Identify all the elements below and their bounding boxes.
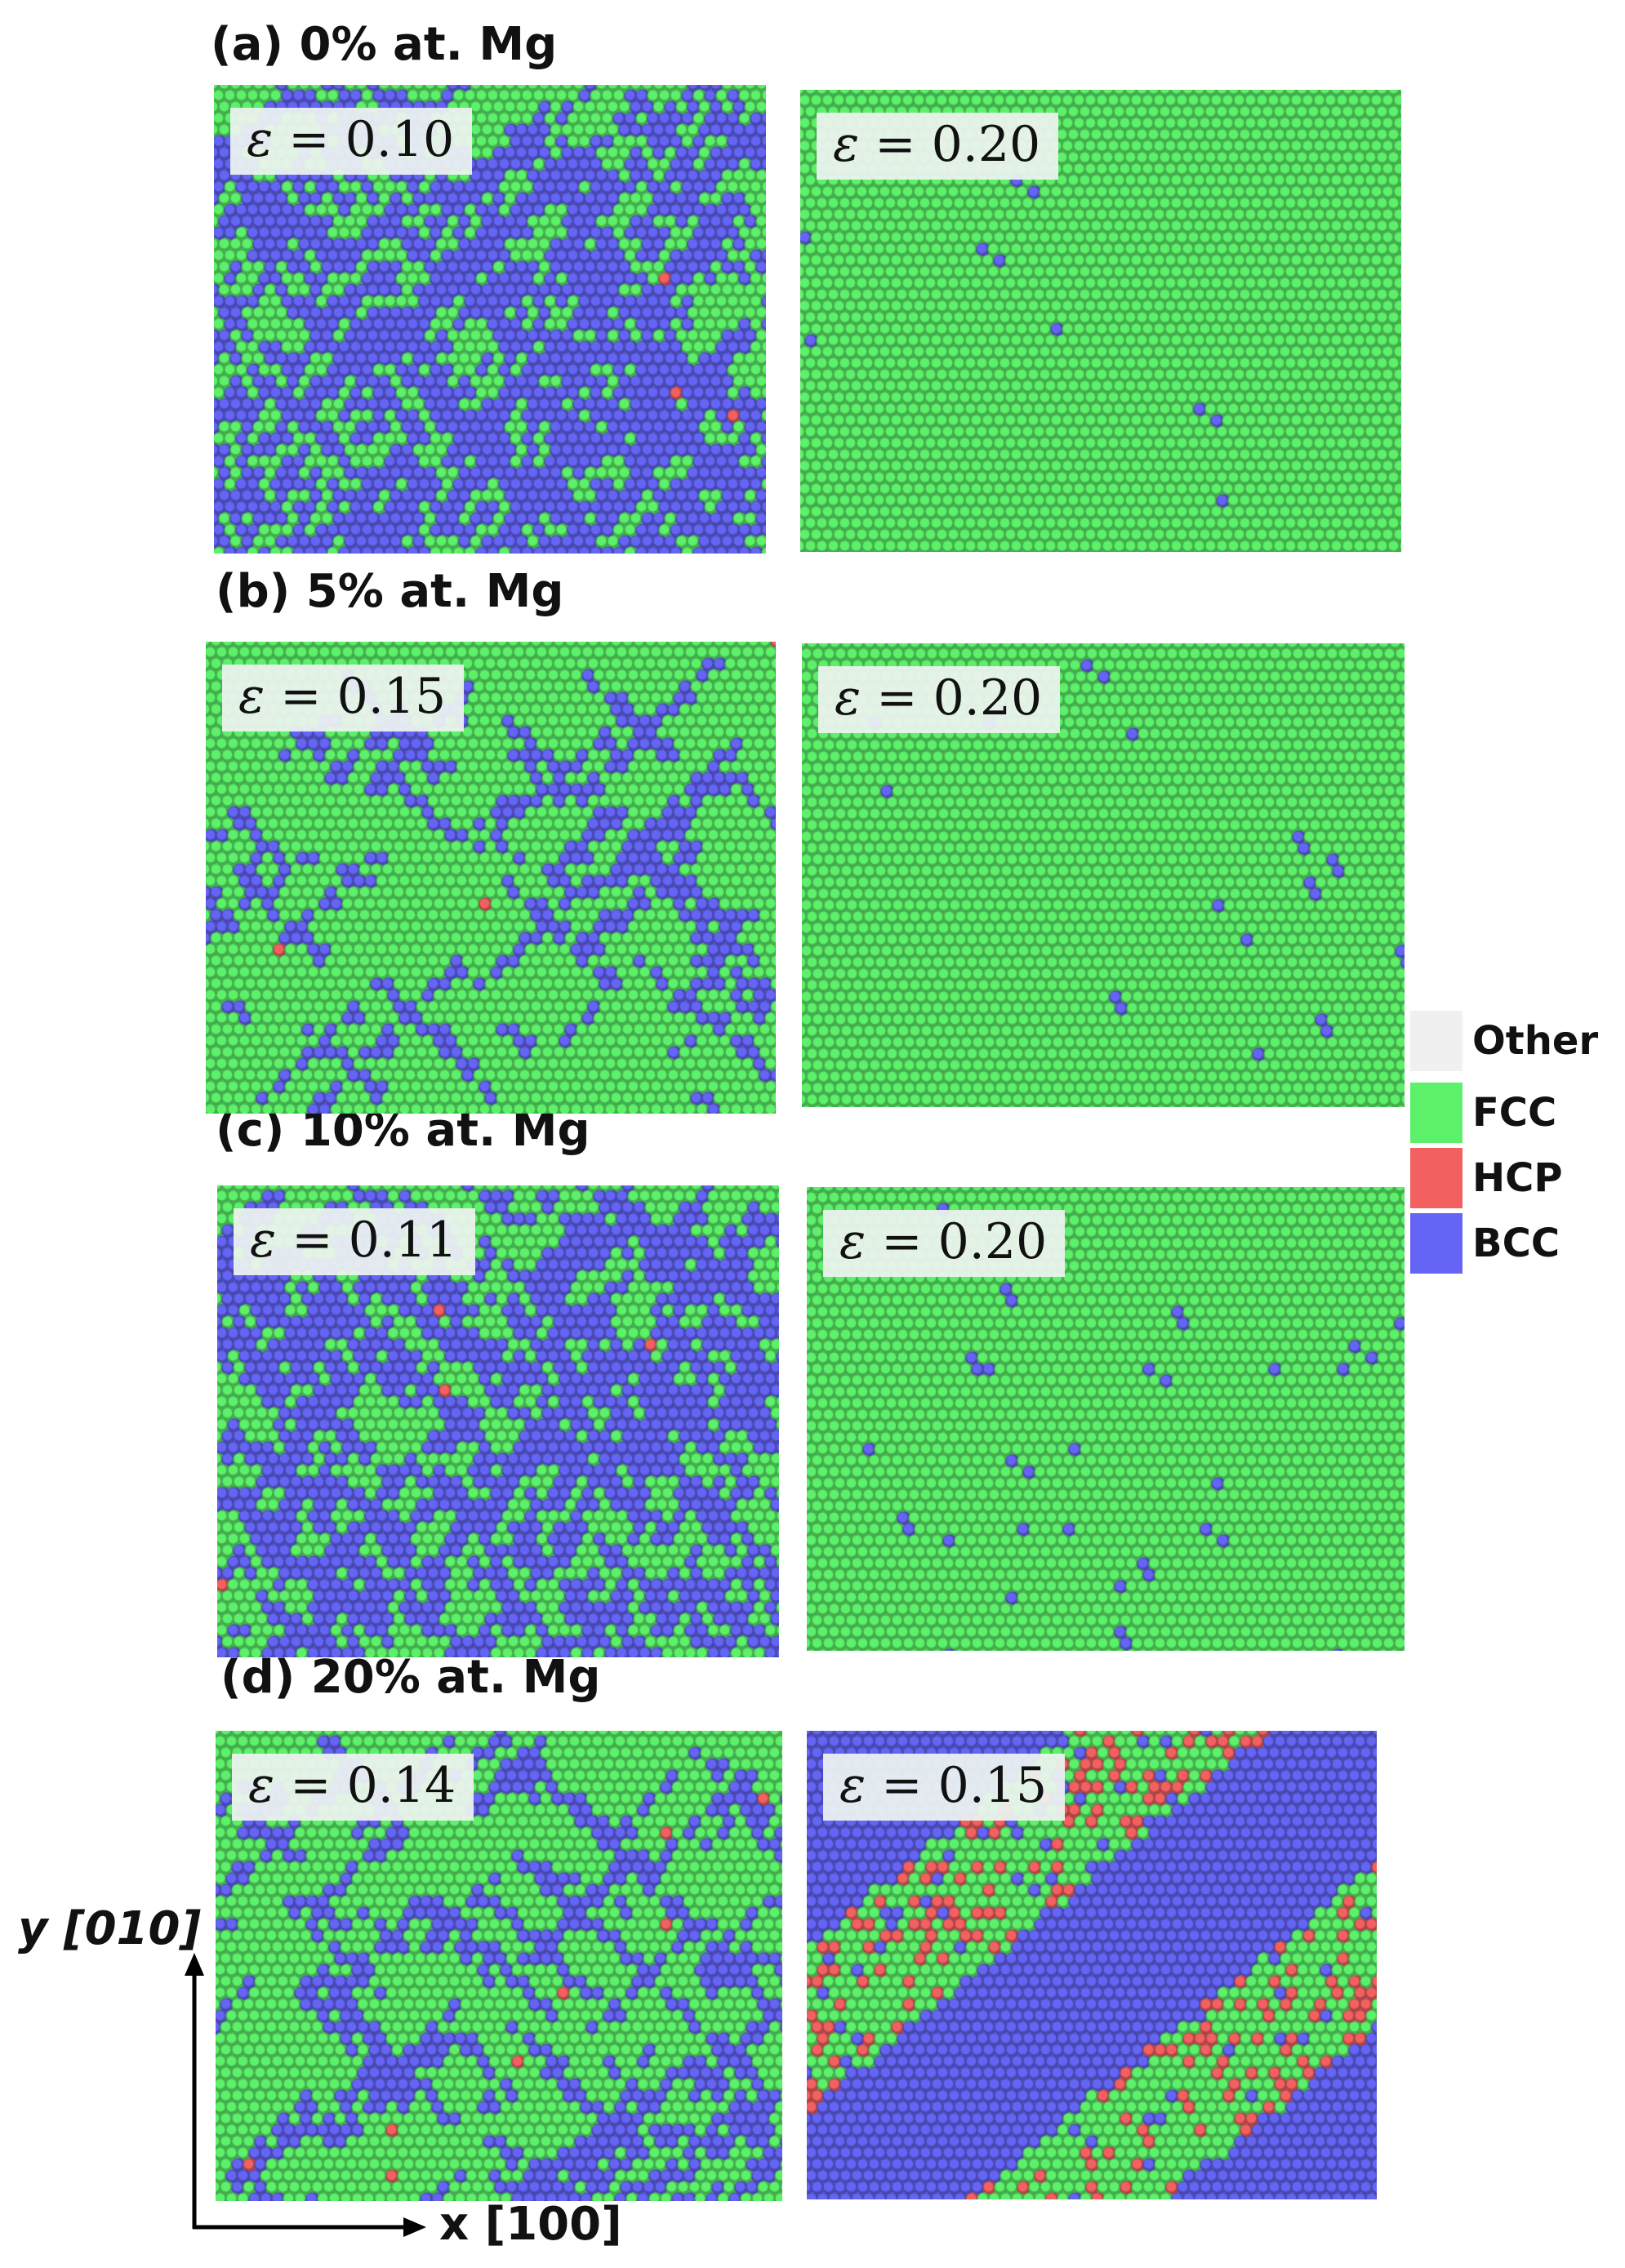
atom-map-b-right: ε = 0.20	[802, 643, 1405, 1107]
strain-label: ε = 0.11	[234, 1208, 476, 1275]
atom-map-d-right: ε = 0.15	[807, 1731, 1377, 2199]
legend-label: Other	[1472, 1018, 1599, 1064]
panel-d-title: (d) 20% at. Mg	[220, 1651, 601, 1704]
y-axis-arrowhead	[185, 1953, 204, 1976]
legend-other: Other	[1410, 1011, 1598, 1071]
panel-a-title: (a) 0% at. Mg	[211, 18, 558, 71]
atom-map-a-right: ε = 0.20	[800, 90, 1401, 552]
legend-swatch	[1410, 1011, 1462, 1071]
x-axis-arrowhead	[403, 2217, 426, 2237]
strain-label: ε = 0.15	[222, 665, 465, 732]
x-axis-label: x [100]	[439, 2198, 622, 2251]
strain-label: ε = 0.14	[232, 1754, 474, 1821]
strain-label: ε = 0.20	[817, 113, 1059, 180]
atom-map-b-left: ε = 0.15	[206, 642, 776, 1114]
legend-hcp: HCP	[1410, 1148, 1563, 1208]
legend-label: BCC	[1472, 1221, 1560, 1266]
legend-label: FCC	[1472, 1090, 1557, 1136]
atom-map-d-left: ε = 0.14	[216, 1731, 782, 2201]
strain-label: ε = 0.15	[823, 1754, 1066, 1821]
atom-map-a-left: ε = 0.10	[214, 85, 766, 554]
legend-swatch	[1410, 1148, 1462, 1208]
legend-label: HCP	[1472, 1155, 1563, 1201]
panel-b-title: (b) 5% at. Mg	[216, 565, 564, 618]
y-axis-label: y [010]	[18, 1902, 202, 1955]
legend-swatch	[1410, 1213, 1462, 1274]
legend-bcc: BCC	[1410, 1213, 1560, 1274]
strain-label: ε = 0.20	[823, 1210, 1066, 1277]
strain-label: ε = 0.10	[230, 108, 473, 175]
legend-swatch	[1410, 1083, 1462, 1143]
strain-label: ε = 0.20	[818, 666, 1061, 733]
atom-map-c-right: ε = 0.20	[807, 1187, 1405, 1651]
atom-map-c-left: ε = 0.11	[217, 1185, 779, 1657]
legend-fcc: FCC	[1410, 1083, 1556, 1143]
